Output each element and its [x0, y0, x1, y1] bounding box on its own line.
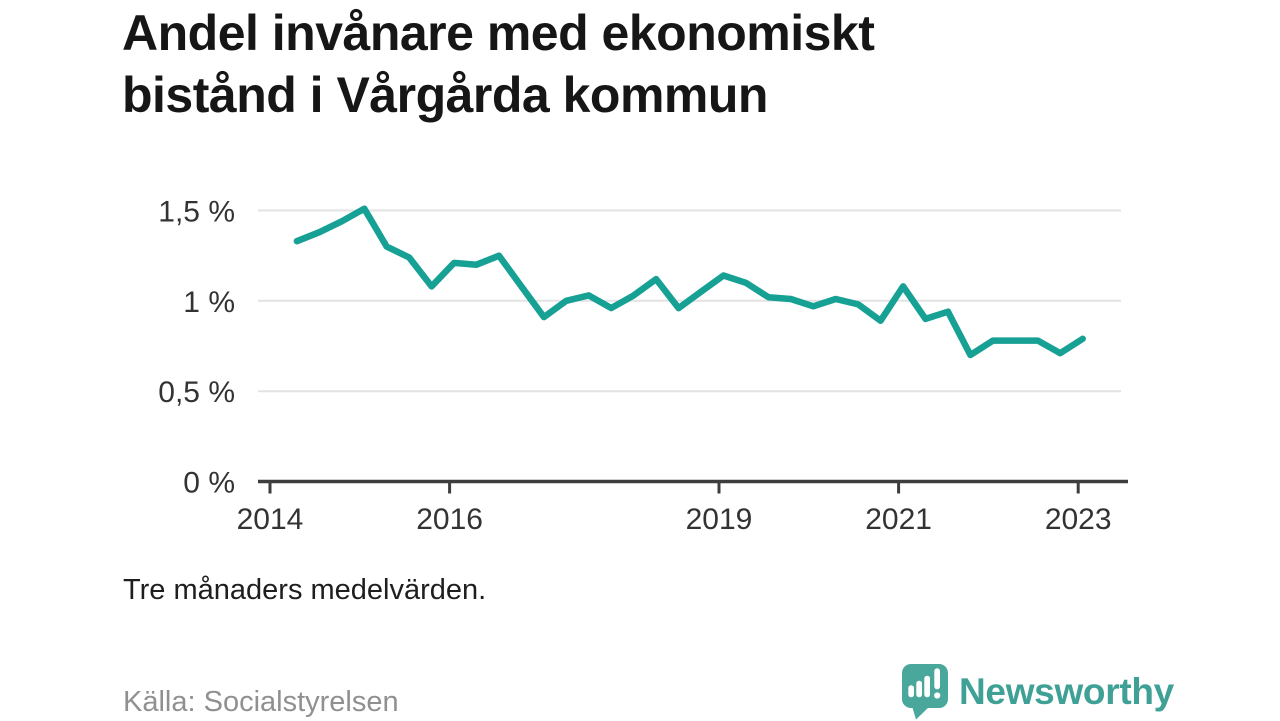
chart-footnote: Tre månaders medelvärden.	[123, 574, 487, 606]
y-axis-label-1.5: 1,5 %	[158, 196, 235, 229]
newsworthy-branding: Newsworthy	[900, 663, 1174, 721]
y-axis-label-1: 1 %	[183, 286, 235, 319]
y-axis-label-0: 0 %	[183, 467, 235, 500]
x-axis-label-2019: 2019	[686, 503, 753, 536]
exclamation-dot	[934, 692, 941, 699]
line-chart: 0 % 0,5 % 1 % 1,5 % 2014 2016 2019 2021 2023	[158, 196, 1128, 536]
x-axis-label-2021: 2021	[865, 503, 932, 536]
page-title: Andel invånare med ekonomiskt bistånd i …	[122, 2, 875, 126]
source-attribution: Källa: Socialstyrelsen	[123, 686, 399, 718]
page-title-line-1: Andel invånare med ekonomiskt	[122, 5, 875, 61]
newsworthy-wordmark: Newsworthy	[959, 671, 1174, 712]
bar-chart-glyph	[908, 668, 941, 699]
x-axis-label-2014: 2014	[237, 503, 304, 536]
data-line-ekonomiskt-bistand	[293, 205, 1086, 359]
newsworthy-logo-icon	[902, 664, 948, 720]
x-axis-label-2023: 2023	[1045, 503, 1112, 536]
page-title-line-2: bistånd i Vårgårda kommun	[122, 67, 768, 123]
x-axis-label-2016: 2016	[416, 503, 483, 536]
exclamation-stem	[934, 668, 940, 690]
y-axis-label-0.5: 0,5 %	[158, 376, 235, 409]
